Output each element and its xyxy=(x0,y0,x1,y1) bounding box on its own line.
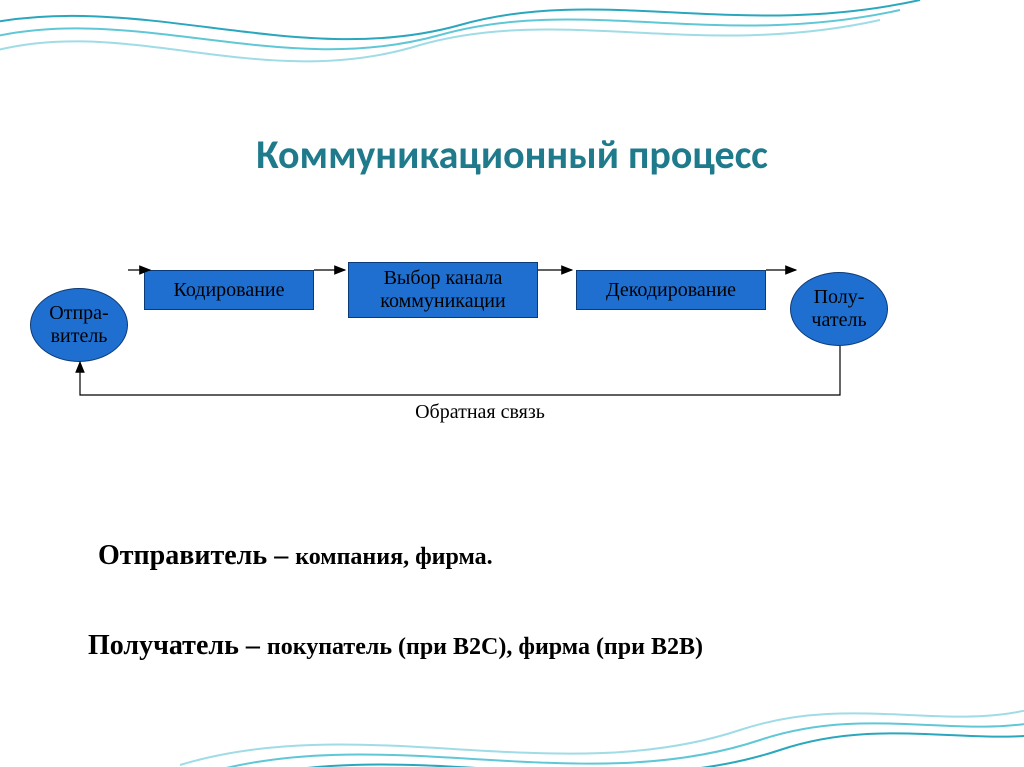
node-encode: Кодирование xyxy=(144,270,314,310)
definition-desc-0: компания, фирма. xyxy=(295,544,492,570)
node-sender: Отпра- витель xyxy=(30,288,128,362)
node-decode: Декодирование xyxy=(576,270,766,310)
definition-desc-1: покупатель (при В2С), фирма (при В2В) xyxy=(267,634,703,660)
definition-1: Получатель – покупатель (при В2С), фирма… xyxy=(88,630,703,662)
definition-term-1: Получатель – xyxy=(88,630,267,661)
definition-0: Отправитель – компания, фирма. xyxy=(98,540,493,572)
decor-wave-top xyxy=(0,0,1024,120)
node-receiver: Полу- чатель xyxy=(790,272,888,346)
definition-term-0: Отправитель – xyxy=(98,540,295,571)
page-title: Коммуникационный процесс xyxy=(0,130,1024,179)
feedback-label: Обратная связь xyxy=(380,401,580,424)
node-channel: Выбор канала коммуникации xyxy=(348,262,538,318)
